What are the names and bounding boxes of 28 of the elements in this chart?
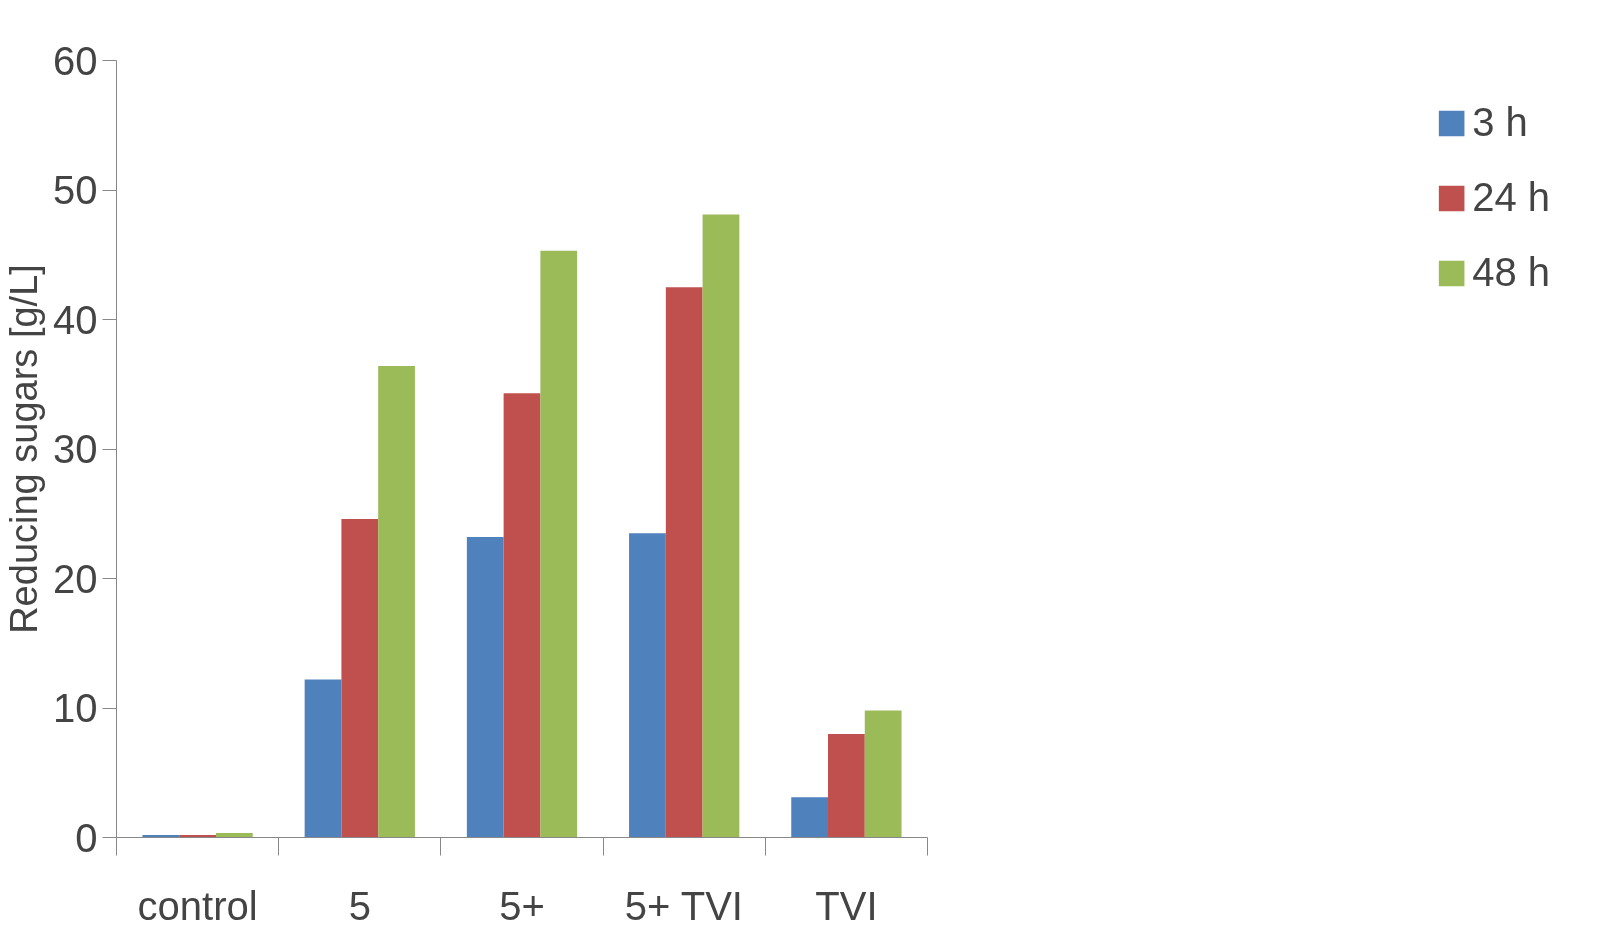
y-tick-label: 40 [53,297,98,342]
y-tick-label: 60 [53,38,98,83]
legend-label: 48 h [1472,250,1550,295]
bar [466,537,504,838]
y-tick-label: 30 [53,427,98,471]
y-axis-title: Reducing sugars [g/L] [3,264,46,634]
legend-label: 3 h [1472,100,1528,145]
bar [864,710,902,838]
bar [665,287,703,838]
x-tick-label: 5+ [499,883,545,928]
x-tick-label: 5 [348,883,371,928]
y-tick-label: 0 [75,815,98,860]
bar [791,797,829,838]
x-tick-label: control [137,883,258,928]
x-tick-label: TVI [815,883,878,928]
bar [503,393,541,838]
bar [304,679,342,838]
bar [828,733,865,838]
bar [378,366,415,838]
bar [702,214,740,838]
bar [540,250,578,838]
y-tick-label: 50 [53,168,98,212]
bar [629,533,666,838]
bar [341,518,379,838]
y-tick-label: 10 [53,686,98,730]
x-tick-label: 5+ TVI [624,883,743,928]
y-tick-label: 20 [53,556,98,601]
legend-label: 24 h [1472,175,1550,220]
